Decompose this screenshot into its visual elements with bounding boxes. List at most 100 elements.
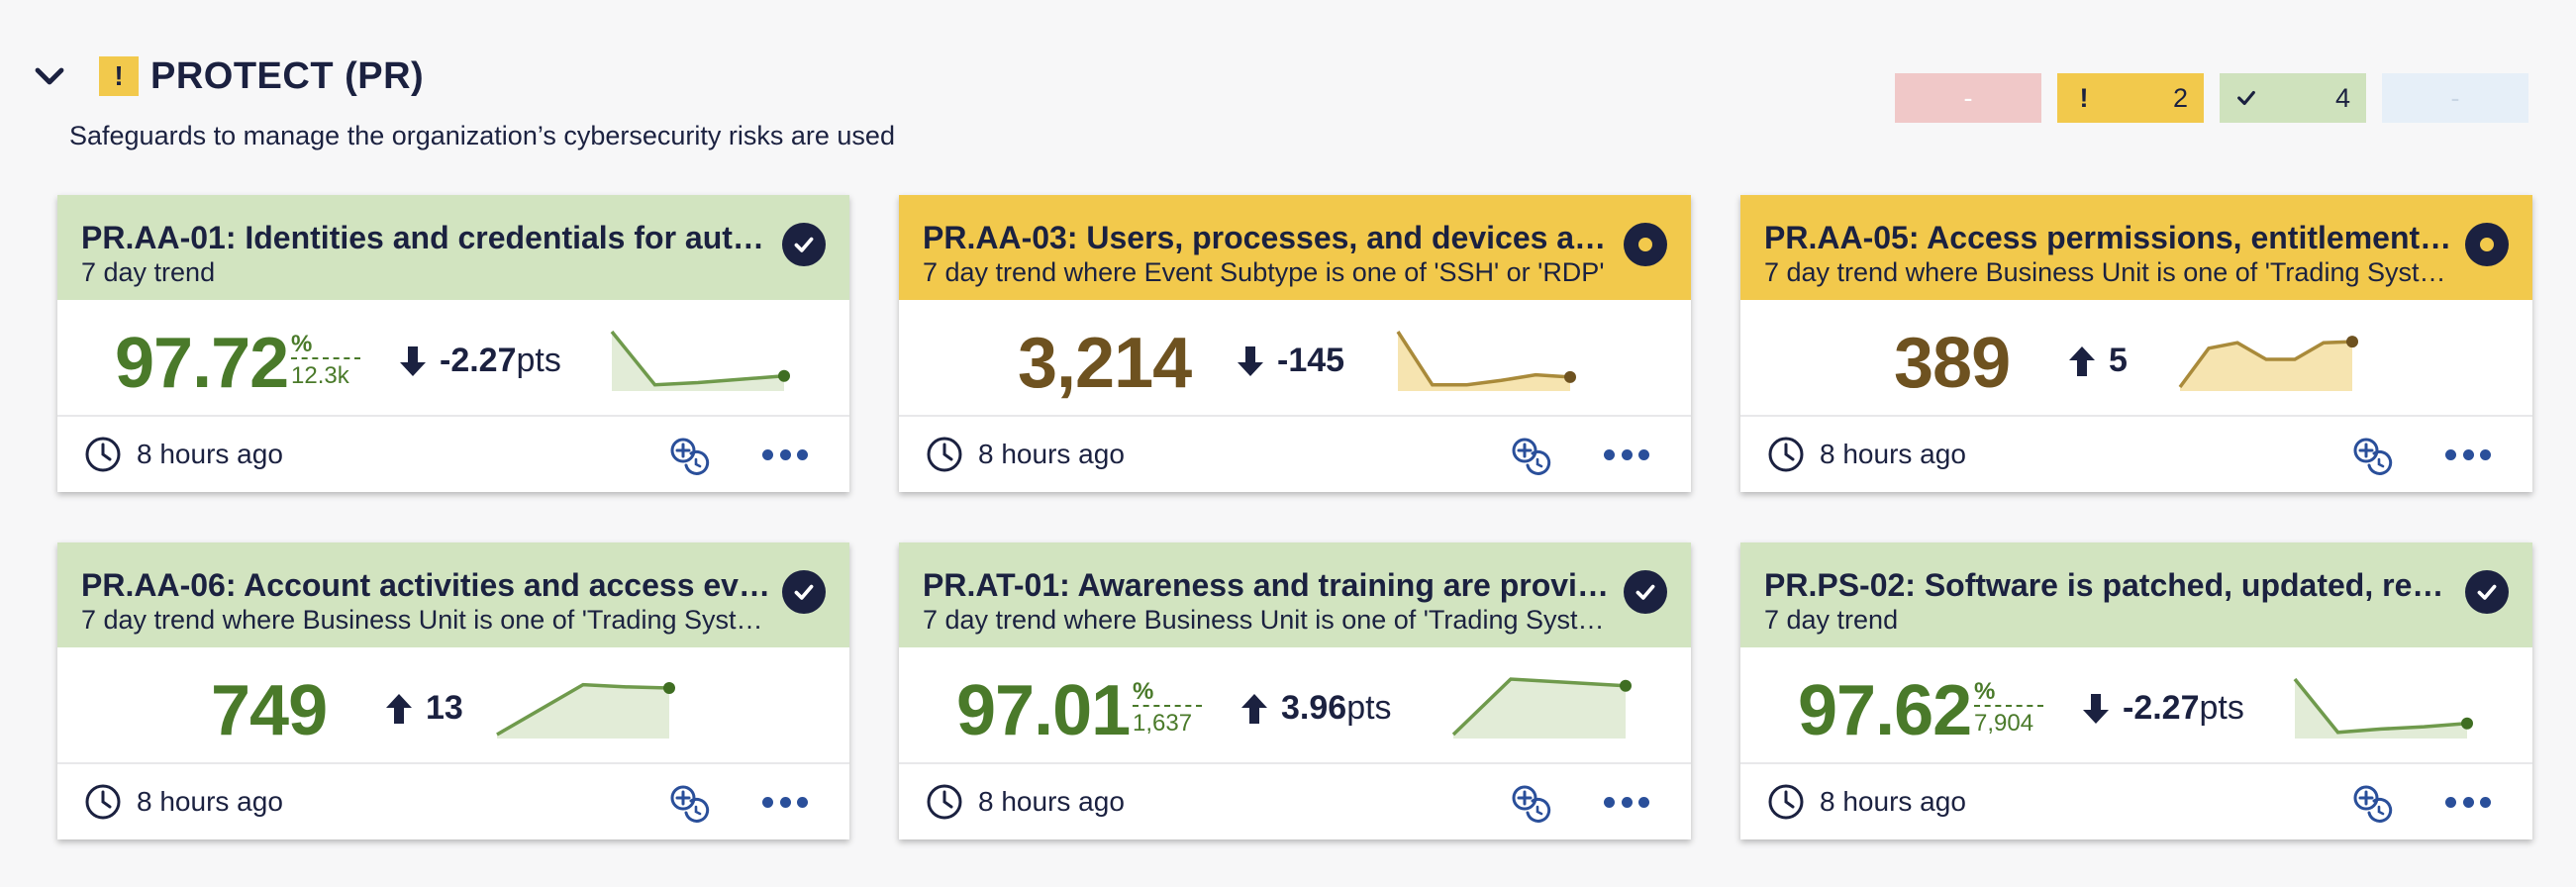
card-title[interactable]: PR.AA-05: Access permissions, entitlemen… — [1764, 220, 2457, 255]
card-title[interactable]: PR.AA-06: Account activities and access … — [81, 567, 774, 603]
delta-value: -145 — [1277, 342, 1345, 379]
card-header: PR.AT-01: Awareness and training are pro… — [899, 542, 1691, 647]
sparkline-line — [1451, 677, 1627, 737]
card-footer: 8 hours ago — [1740, 417, 2532, 492]
clock-icon — [927, 437, 962, 472]
add-to-watch-icon[interactable] — [2352, 437, 2394, 478]
counter-ok-value: 4 — [2334, 82, 2350, 113]
control-card-4[interactable]: PR.AA-06: Account activities and access … — [57, 542, 849, 839]
card-footer: 8 hours ago — [899, 764, 1691, 839]
delta: -2.27 pts — [398, 342, 561, 380]
counter-warning-value: 2 — [2172, 82, 2188, 113]
counter-info[interactable]: - — [2382, 73, 2528, 123]
card-body: 3,214 -145 — [899, 300, 1691, 417]
trend-sparkline[interactable] — [2291, 675, 2479, 742]
more-options-icon[interactable] — [762, 444, 808, 464]
trend-sparkline[interactable] — [608, 328, 796, 395]
card-title[interactable]: PR.AA-03: Users, processes, and devices … — [923, 220, 1616, 255]
trend-sparkline[interactable] — [1394, 328, 1582, 395]
more-options-icon[interactable] — [2445, 444, 2491, 464]
counter-ok[interactable]: 4 — [2220, 73, 2366, 123]
more-options-icon[interactable] — [1604, 444, 1649, 464]
last-updated: 8 hours ago — [1820, 786, 1966, 817]
metric-value: 97.72 — [115, 324, 289, 403]
trend-sparkline[interactable] — [493, 675, 681, 742]
add-to-watch-icon[interactable] — [2352, 784, 2394, 826]
status-check-icon — [782, 223, 826, 266]
counter-warning[interactable]: ! 2 — [2057, 73, 2204, 123]
card-header: PR.AA-05: Access permissions, entitlemen… — [1740, 195, 2532, 300]
add-to-watch-icon[interactable] — [669, 784, 711, 826]
more-options-icon[interactable] — [2445, 792, 2491, 812]
arrow-up-icon — [386, 693, 412, 724]
control-card-2[interactable]: PR.AA-03: Users, processes, and devices … — [899, 195, 1691, 492]
clock-icon — [1768, 784, 1804, 820]
card-footer: 8 hours ago — [899, 417, 1691, 492]
control-card-6[interactable]: PR.PS-02: Software is patched, updated, … — [1740, 542, 2532, 839]
card-header: PR.AA-03: Users, processes, and devices … — [899, 195, 1691, 300]
percent-sign: % — [291, 331, 313, 357]
sparkline-area — [2295, 679, 2467, 739]
clock-icon — [85, 784, 121, 820]
status-pending-icon — [2465, 223, 2509, 266]
sparkline-line — [610, 330, 785, 387]
more-options-icon[interactable] — [1604, 792, 1649, 812]
delta-unit: pts — [1346, 689, 1392, 727]
add-to-watch-icon[interactable] — [669, 437, 711, 478]
control-card-5[interactable]: PR.AT-01: Awareness and training are pro… — [899, 542, 1691, 839]
control-card-1[interactable]: PR.AA-01: Identities and credentials for… — [57, 195, 849, 492]
collapse-chevron-icon[interactable] — [28, 54, 71, 98]
check-icon — [2235, 85, 2257, 111]
sparkline-last-point — [1564, 370, 1576, 383]
delta: -2.27 pts — [2081, 689, 2244, 728]
trend-sparkline[interactable] — [1449, 675, 1637, 742]
sparkline-last-point — [663, 681, 675, 694]
card-subtitle: 7 day trend where Business Unit is one o… — [1764, 257, 2457, 287]
add-to-watch-icon[interactable] — [1511, 437, 1552, 478]
section-description: Safeguards to manage the organization’s … — [69, 121, 895, 150]
add-to-watch-icon[interactable] — [1511, 784, 1552, 826]
sparkline-last-point — [2346, 336, 2358, 348]
card-footer: 8 hours ago — [1740, 764, 2532, 839]
delta-unit: pts — [516, 342, 561, 379]
status-check-icon — [1624, 570, 1667, 614]
sparkline-area — [612, 332, 784, 391]
more-options-icon[interactable] — [762, 792, 808, 812]
card-footer: 8 hours ago — [57, 417, 849, 492]
percent-block: % 1,637 — [1133, 679, 1202, 739]
trend-sparkline[interactable] — [2176, 328, 2364, 395]
sparkline-line — [2293, 677, 2468, 735]
control-card-3[interactable]: PR.AA-05: Access permissions, entitlemen… — [1740, 195, 2532, 492]
card-body: 389 5 — [1740, 300, 2532, 417]
metric-value: 97.62 — [1798, 671, 1972, 750]
card-header: PR.AA-06: Account activities and access … — [57, 542, 849, 647]
counter-info-value: - — [2450, 82, 2460, 113]
status-pending-icon — [1624, 223, 1667, 266]
delta-unit: pts — [2199, 689, 2244, 727]
section-header: ! PROTECT (PR) — [28, 51, 424, 101]
arrow-down-icon — [1238, 345, 1263, 376]
counter-critical[interactable]: - — [1895, 73, 2041, 123]
card-body: 97.72 % 12.3k -2.27 pts — [57, 300, 849, 417]
delta: -145 — [1236, 342, 1344, 380]
card-title[interactable]: PR.PS-02: Software is patched, updated, … — [1764, 567, 2457, 603]
card-subtitle: 7 day trend where Event Subtype is one o… — [923, 257, 1605, 287]
arrow-down-icon — [400, 345, 426, 376]
status-check-icon — [782, 570, 826, 614]
counter-critical-value: - — [1963, 82, 1973, 113]
sparkline-last-point — [2461, 717, 2473, 730]
percent-sign: % — [1133, 678, 1154, 705]
card-title[interactable]: PR.AA-01: Identities and credentials for… — [81, 220, 774, 255]
card-body: 749 13 — [57, 647, 849, 764]
percent-block: % 12.3k — [291, 332, 360, 391]
warning-icon: ! — [99, 56, 139, 96]
arrow-down-icon — [2083, 693, 2109, 724]
delta-value: 3.96 — [1281, 689, 1347, 727]
metric-value: 3,214 — [1018, 324, 1192, 403]
sparkline-area — [497, 684, 669, 739]
percent-block: % 7,904 — [1974, 679, 2043, 739]
delta: 3.96 pts — [1239, 689, 1392, 728]
status-counters: - ! 2 4 - — [1895, 73, 2528, 123]
card-title[interactable]: PR.AT-01: Awareness and training are pro… — [923, 567, 1616, 603]
delta-value: -2.27 — [2123, 689, 2200, 727]
